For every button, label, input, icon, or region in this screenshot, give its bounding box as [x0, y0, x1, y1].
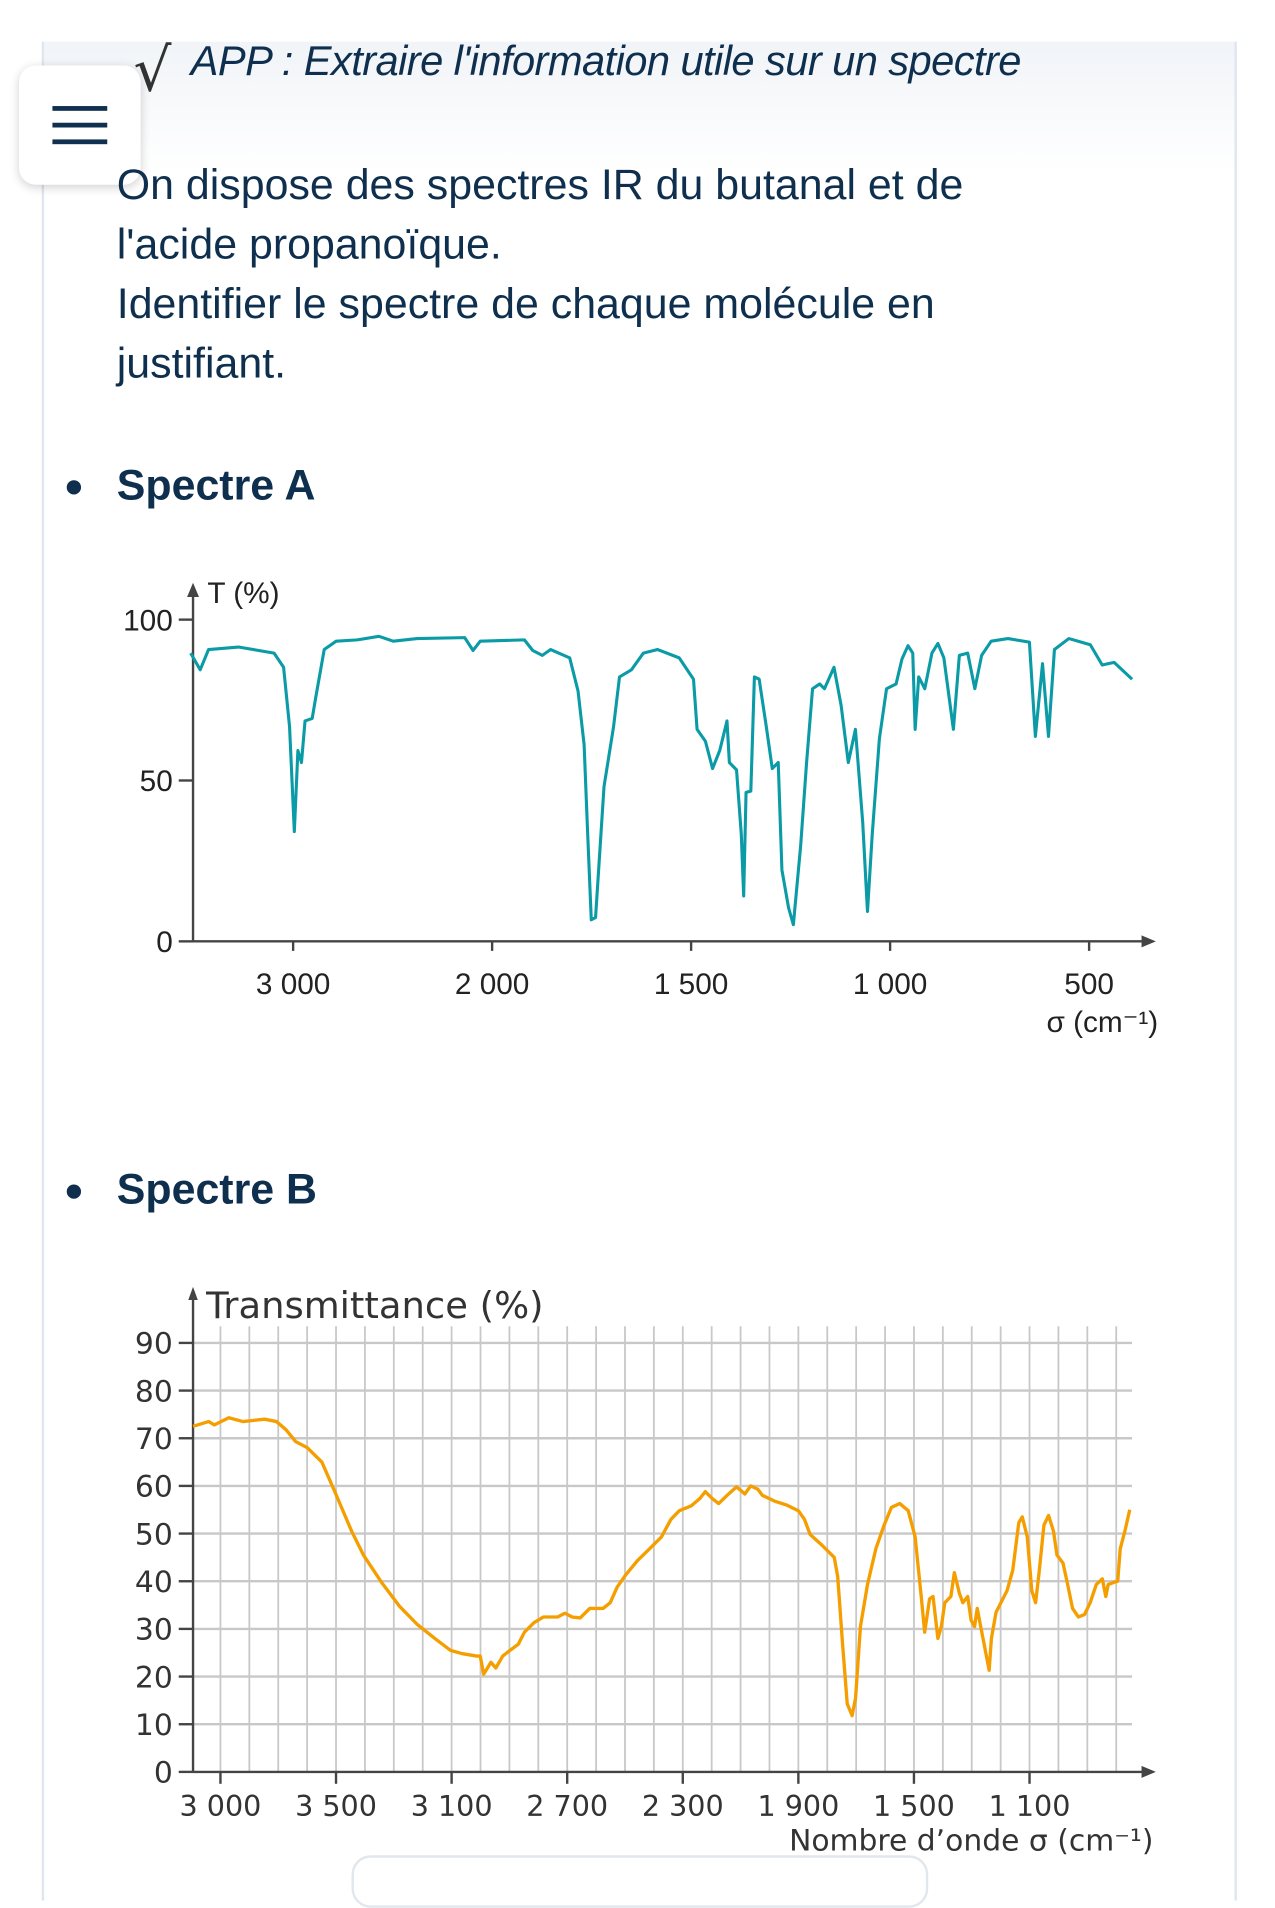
- statement-line: l'acide propanoïque.: [116, 219, 502, 269]
- y-tick-label: 30: [135, 1613, 173, 1648]
- axes: Transmittance (%) Nombre d’onde σ (cm⁻¹): [188, 1284, 1156, 1859]
- axes: T (%) σ (cm⁻¹): [187, 577, 1158, 1039]
- x-axis-arrow-icon: [1141, 935, 1156, 948]
- spectrum-a-line: [189, 634, 1134, 927]
- y-tick-label: 80: [135, 1374, 173, 1409]
- x-tick-label: 3 000: [180, 1789, 262, 1823]
- x-tick-label: 3 500: [295, 1789, 377, 1823]
- spectrum-b-line: [192, 1416, 1132, 1718]
- x-tick-label: 3 000: [256, 968, 331, 1001]
- hamburger-menu-icon: [52, 139, 108, 145]
- y-tick-label: 60: [135, 1470, 173, 1505]
- answer-box[interactable]: [351, 1855, 929, 1908]
- x-tick-label: 1 100: [989, 1789, 1071, 1823]
- section-spectre-b: Spectre B: [66, 1164, 318, 1214]
- hamburger-menu-icon: [52, 106, 108, 111]
- spectrum-a-chart: T (%) σ (cm⁻¹) 3 000 2 000 1 500 1 000 500 0 5…: [123, 577, 1158, 1039]
- menu-button[interactable]: [19, 65, 141, 185]
- y-tick-label: 70: [135, 1422, 173, 1457]
- y-tick-label: 0: [156, 926, 173, 959]
- x-tick-label: 1 500: [873, 1789, 955, 1823]
- spectrum-b-chart: Transmittance (%) Nombre d’onde σ (cm⁻¹)…: [135, 1284, 1156, 1859]
- y-tick-label: 20: [135, 1660, 173, 1695]
- bullet-icon: [66, 1185, 82, 1200]
- x-tick-label: 1 000: [853, 968, 927, 1001]
- y-tick-label: 40: [135, 1565, 173, 1600]
- x-tick-label: 3 100: [411, 1789, 493, 1823]
- grid: [193, 1326, 1133, 1772]
- y-axis-label: T (%): [207, 577, 279, 610]
- section-spectre-a: Spectre A: [66, 459, 316, 510]
- x-tick-label: 2 000: [455, 968, 529, 1001]
- statement-line: Identifier le spectre de chaque molécule…: [116, 278, 935, 328]
- bullet-icon: [66, 480, 82, 496]
- statement-line: On dispose des spectres IR du butanal et…: [116, 159, 964, 209]
- y-tick-label: 0: [154, 1756, 173, 1791]
- x-tick-label: 500: [1064, 968, 1114, 1001]
- exercise-statement: On dispose des spectres IR du butanal et…: [117, 155, 1189, 393]
- y-tick-label: 90: [135, 1327, 173, 1362]
- y-axis-arrow-icon: [187, 582, 199, 597]
- x-tick-label: 2 700: [526, 1789, 608, 1823]
- y-axis-arrow-icon: [188, 1286, 198, 1301]
- x-tick-label: 1 900: [757, 1789, 839, 1823]
- x-axis-label: Nombre d’onde σ (cm⁻¹): [789, 1824, 1153, 1859]
- x-axis-label: σ (cm⁻¹): [1046, 1006, 1158, 1039]
- x-tick-label: 1 500: [654, 968, 728, 1001]
- x-tick-label: 2 300: [642, 1789, 724, 1823]
- y-tick-label: 50: [140, 765, 173, 798]
- section-label: Spectre B: [116, 1164, 318, 1214]
- hamburger-menu-icon: [52, 122, 108, 128]
- page-title: APP : Extraire l'information utile sur u…: [190, 38, 1022, 85]
- y-tick-label: 50: [135, 1517, 173, 1552]
- statement-line: justifiant.: [116, 338, 287, 388]
- y-tick-label: 10: [135, 1708, 173, 1743]
- x-axis-arrow-icon: [1141, 1765, 1156, 1778]
- section-label: Spectre A: [116, 459, 316, 509]
- y-tick-label: 100: [123, 604, 173, 637]
- y-axis-label: Transmittance (%): [205, 1284, 543, 1327]
